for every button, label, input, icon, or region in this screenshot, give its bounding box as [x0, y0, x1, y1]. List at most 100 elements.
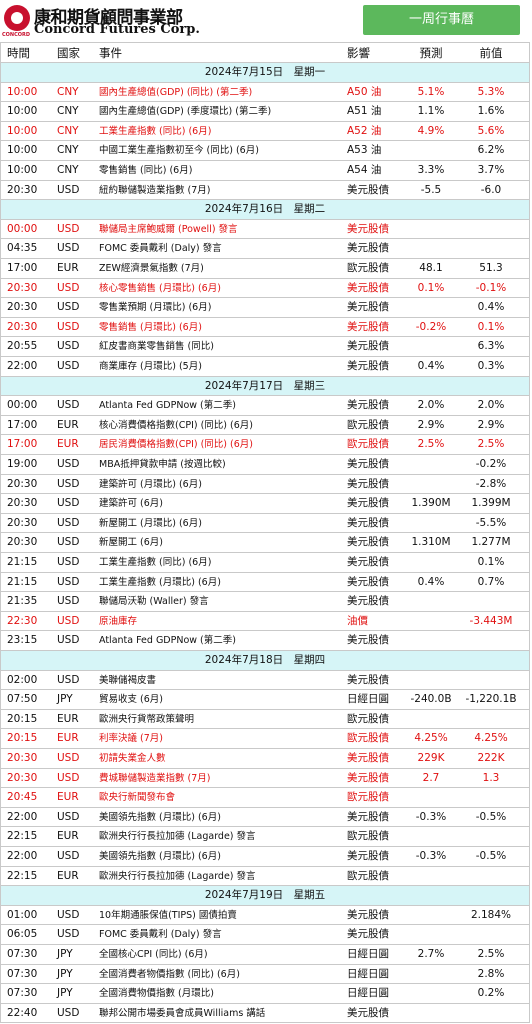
event-row[interactable]: 20:45 EUR 歐央行新聞發布會 歐元股債 [0, 788, 530, 808]
forecast-cell: -0.3% [415, 810, 447, 823]
event-cell: Atlanta Fed GDPNow (第二季) [99, 400, 236, 412]
event-row[interactable]: 17:00 EUR 居民消費價格指數(CPI) (同比) (6月) 歐元股債 2.5% 2… [0, 435, 530, 455]
column-header: 事件 [99, 46, 122, 60]
time-cell: 22:00 [7, 360, 38, 372]
event-row[interactable]: 20:15 EUR 歐洲央行貨幣政策聲明 歐元股債 [0, 709, 530, 730]
event-row[interactable]: 00:00 USD Atlanta Fed GDPNow (第二季) 美元股債 2.0%… [0, 396, 530, 416]
event-row[interactable]: 10:00 CNY 國內生產總值(GDP) (季度環比) (第二季) A51 油 1.1… [0, 102, 530, 122]
event-cell: 聯儲局沃勒 (Waller) 發言 [99, 596, 209, 608]
time-cell: 20:30 [7, 536, 38, 549]
impact-cell: 美元股債 [347, 301, 389, 314]
time-cell: 17:00 [7, 438, 38, 451]
event-cell: MBA抵押貸款申請 (按週比較) [99, 459, 226, 470]
event-cell: 工業生產指數 (同比) (6月) [99, 125, 212, 137]
impact-cell: A52 油 [347, 124, 382, 137]
day-header: 2024年7月19日 星期五 [0, 886, 530, 906]
event-row[interactable]: 20:30 USD 建築許可 (6月) 美元股債 1.390M 1.399M [0, 494, 530, 514]
event-row[interactable]: 10:00 CNY 國內生產總值(GDP) (同比) (第二季) A50 油 5.1% 5… [0, 82, 530, 103]
event-row[interactable]: 07:30 JPY 全國核心CPI (同比) (6月) 日經日圓 2.7% 2.5% [0, 945, 530, 965]
event-row[interactable]: 07:30 JPY 全國消費物價指數 (月環比) 日經日圓 0.2% [0, 984, 530, 1004]
event-row[interactable]: 22:00 USD 美國領先指數 (月環比) (6月) 美元股債 -0.3% -0.5% [0, 847, 530, 867]
country-cell: EUR [57, 712, 79, 725]
time-cell: 22:00 [7, 850, 38, 862]
impact-cell: 歐元股債 [347, 732, 389, 745]
previous-cell: 2.8% [477, 967, 505, 980]
event-cell: 紅皮書商業零售銷售 (同比) [99, 341, 214, 353]
country-cell: CNY [57, 105, 79, 118]
event-row[interactable]: 20:15 EUR 利率決議 (7月) 歐元股債 4.25% 4.25% [0, 729, 530, 749]
event-row[interactable]: 22:00 USD 商業庫存 (月環比) (5月) 美元股債 0.4% 0.3% [0, 357, 530, 377]
event-cell: Atlanta Fed GDPNow (第二季) [99, 635, 236, 647]
event-row[interactable]: 07:30 JPY 全國消費者物價指數 (同比) (6月) 日經日圓 2.8% [0, 964, 530, 985]
event-row[interactable]: 07:50 JPY 貿易收支 (6月) 日經日圓 -240.0B -1,220.1B [0, 690, 530, 710]
column-header: 國家 [57, 46, 80, 60]
event-cell: 中國工業生產指數初至今 (同比) (6月) [99, 145, 259, 157]
time-cell: 20:55 [7, 340, 38, 353]
event-row[interactable]: 22:15 EUR 歐洲央行行長拉加德 (Lagarde) 發言 歐元股債 [0, 827, 530, 847]
day-header: 2024年7月15日 星期一 [0, 63, 530, 83]
event-row[interactable]: 23:15 USD Atlanta Fed GDPNow (第二季) 美元股債 [0, 631, 530, 651]
country-cell: JPY [57, 967, 73, 980]
impact-cell: 美元股債 [347, 516, 389, 529]
event-cell: 工業生產指數 (月環比) (6月) [99, 576, 221, 588]
event-row[interactable]: 17:00 EUR 核心消費價格指數(CPI) (同比) (6月) 歐元股債 2.9% 2… [0, 415, 530, 436]
event-row[interactable]: 06:05 USD FOMC 委員戴利 (Daly) 發言 美元股債 [0, 925, 530, 945]
impact-cell: 日經日圓 [347, 948, 389, 960]
event-row[interactable]: 10:00 CNY 中國工業生產指數初至今 (同比) (6月) A53 油 6.2% [0, 141, 530, 161]
impact-cell: 歐元股債 [347, 830, 389, 843]
time-cell: 10:00 [7, 105, 38, 118]
impact-cell: 歐元股債 [347, 712, 389, 725]
event-row[interactable]: 20:30 USD 新屋開工 (月環比) (6月) 美元股債 -5.5% [0, 513, 530, 534]
time-cell: 20:30 [7, 516, 38, 529]
event-row[interactable]: 10:00 CNY 工業生產指數 (同比) (6月) A52 油 4.9% 5.6% [0, 121, 530, 142]
time-cell: 20:30 [7, 301, 38, 314]
event-cell: 利率決議 (7月) [99, 733, 163, 745]
previous-cell: 6.3% [477, 340, 505, 353]
event-cell: 零售銷售 (同比) (6月) [99, 165, 193, 176]
impact-cell: A51 油 [347, 105, 382, 118]
event-row[interactable]: 20:55 USD 紅皮書商業零售銷售 (同比) 美元股債 6.3% [0, 337, 530, 357]
time-cell: 10:00 [7, 164, 38, 176]
impact-cell: 美元股債 [347, 634, 389, 647]
event-row[interactable]: 04:35 USD FOMC 委員戴利 (Daly) 發言 美元股債 [0, 239, 530, 259]
event-cell: 核心消費價格指數(CPI) (同比) (6月) [99, 419, 253, 431]
time-cell: 20:15 [7, 732, 38, 745]
impact-cell: 歐元股債 [347, 869, 389, 882]
event-row[interactable]: 00:00 USD 聯儲局主席鮑威爾 (Powell) 發言 美元股債 [0, 219, 530, 240]
event-row[interactable]: 01:00 USD 10年期通脹保值(TIPS) 國債拍賣 美元股債 2.184% [0, 905, 530, 926]
event-row[interactable]: 20:30 USD 新屋開工 (6月) 美元股債 1.310M 1.277M [0, 533, 530, 553]
event-cell: 居民消費價格指數(CPI) (同比) (6月) [99, 439, 253, 451]
event-row[interactable]: 22:40 USD 聯邦公開市場委員會成員Williams 講話 美元股債 [0, 1003, 530, 1024]
event-row[interactable]: 21:15 USD 工業生產指數 (同比) (6月) 美元股債 0.1% [0, 553, 530, 573]
impact-cell: 美元股債 [347, 575, 389, 588]
event-row[interactable]: 20:30 USD 建築許可 (月環比) (6月) 美元股債 -2.8% [0, 474, 530, 495]
event-row[interactable]: 22:30 USD 原油庫存 油價 -3.443M [0, 611, 530, 632]
event-row[interactable]: 20:30 USD 零售業預期 (月環比) (6月) 美元股債 0.4% [0, 298, 530, 318]
column-header: 預測 [419, 46, 443, 60]
event-row[interactable]: 22:15 EUR 歐洲央行行長拉加德 (Lagarde) 發言 歐元股債 [0, 866, 530, 887]
weekly-calendar-tab[interactable]: 一周行事曆 [363, 5, 520, 35]
event-row[interactable]: 21:15 USD 工業生產指數 (月環比) (6月) 美元股債 0.4% 0.7% [0, 572, 530, 593]
impact-cell: 歐元股債 [347, 438, 389, 451]
event-row[interactable]: 20:30 USD 初請失業金人數 美元股債 229K 222K [0, 749, 530, 769]
impact-cell: 美元股債 [347, 340, 389, 353]
event-row[interactable]: 10:00 CNY 零售銷售 (同比) (6月) A54 油 3.3% 3.7% [0, 161, 530, 181]
event-row[interactable]: 20:30 USD 零售銷售 (月環比) (6月) 美元股債 -0.2% 0.1% [0, 317, 530, 338]
event-row[interactable]: 02:00 USD 美聯儲褐皮書 美元股債 [0, 670, 530, 691]
event-row[interactable]: 17:00 EUR ZEW經濟景氣指數 (7月) 歐元股債 48.1 51.3 [0, 259, 530, 279]
impact-cell: 美元股債 [347, 673, 389, 686]
time-cell: 23:15 [7, 634, 38, 647]
event-row[interactable]: 20:30 USD 費城聯儲製造業指數 (7月) 美元股債 2.7 1.3 [0, 768, 530, 789]
event-row[interactable]: 20:30 USD 核心零售銷售 (月環比) (6月) 美元股債 0.1% -0.1% [0, 278, 530, 299]
event-row[interactable]: 20:30 USD 紐約聯儲製造業指數 (7月) 美元股債 -5.5 -6.0 [0, 180, 530, 201]
event-cell: 核心零售銷售 (月環比) (6月) [99, 282, 221, 294]
country-cell: EUR [57, 791, 79, 804]
event-row[interactable]: 22:00 USD 美國領先指數 (月環比) (6月) 美元股債 -0.3% -0.5% [0, 807, 530, 828]
impact-cell: 美元股債 [347, 183, 389, 196]
impact-cell: 美元股債 [347, 556, 389, 568]
impact-cell: 日經日圓 [347, 693, 389, 706]
event-row[interactable]: 21:35 USD 聯儲局沃勒 (Waller) 發言 美元股債 [0, 592, 530, 612]
previous-cell: 2.9% [477, 418, 505, 431]
event-row[interactable]: 19:00 USD MBA抵押貸款申請 (按週比較) 美元股債 -0.2% [0, 455, 530, 475]
previous-cell: 51.3 [479, 262, 503, 274]
